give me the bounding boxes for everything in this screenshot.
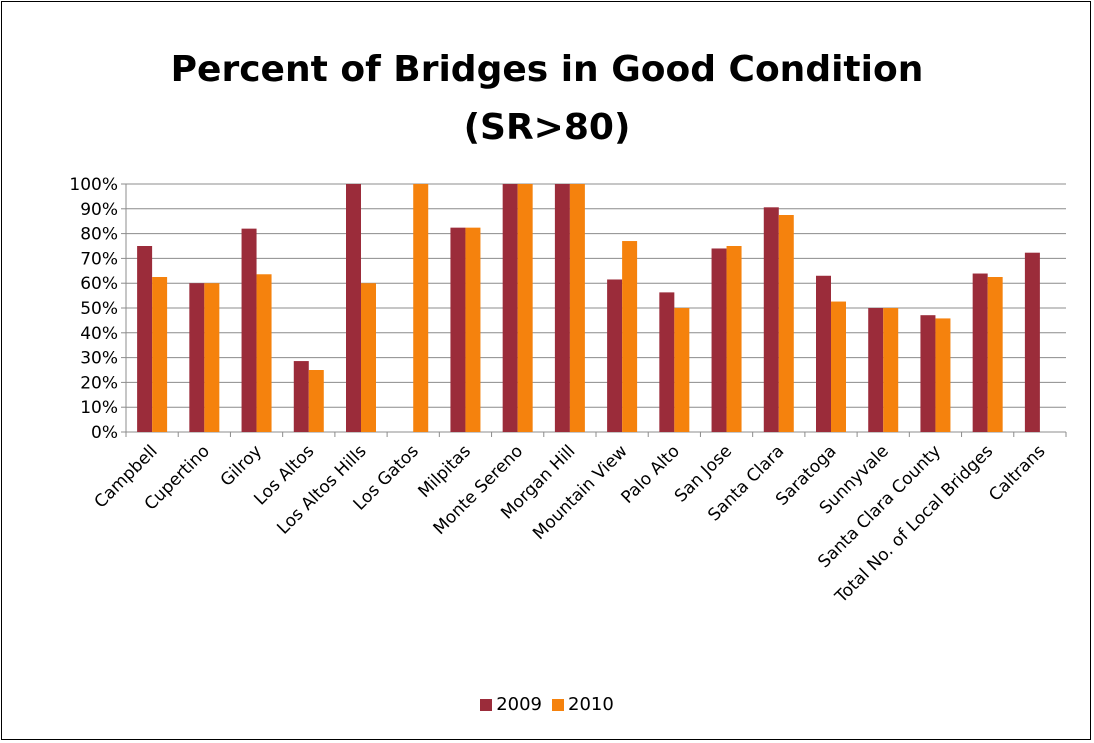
y-tick-label: 40%: [80, 324, 118, 344]
bar-2009-saratoga: [816, 275, 831, 432]
legend-label-2009: 2009: [496, 694, 542, 715]
y-tick-label: 30%: [80, 349, 118, 369]
bar-2010-campbell: [152, 277, 168, 432]
legend-item-2009: 2009: [480, 694, 542, 715]
legend-label-2010: 2010: [568, 694, 614, 715]
y-tick-label: 20%: [80, 373, 118, 393]
bar-2009-caltrans: [1024, 252, 1040, 432]
chart-title-line1: Percent of Bridges in Good Condition: [170, 49, 924, 90]
y-tick-label: 10%: [80, 398, 118, 418]
bar-2009-gilroy: [241, 228, 257, 432]
legend-item-2010: 2010: [552, 694, 614, 715]
bar-2009-morgan-hill: [554, 184, 570, 432]
x-tick-label: Mountain View: [529, 441, 632, 544]
bar-2009-monte-sereno: [502, 184, 518, 432]
bar-2010-los-gatos: [413, 184, 429, 432]
bar-2009-santa-clara-county: [920, 315, 936, 432]
y-tick-label: 70%: [80, 249, 118, 269]
bar-2010-santa-clara-county: [935, 318, 951, 432]
y-tick-label: 90%: [80, 200, 118, 220]
bar-2009-cupertino: [189, 283, 205, 432]
bar-2009-total-no-of-local-bridges: [972, 273, 988, 432]
bar-2010-cupertino: [204, 283, 220, 432]
bar-2010-palo-alto: [674, 308, 690, 432]
y-tick-label: 60%: [80, 274, 118, 294]
bar-2010-santa-clara: [778, 215, 794, 432]
y-tick-label: 80%: [80, 225, 118, 245]
x-tick-label: Gilroy: [217, 441, 266, 490]
chart-legend: 2009 2010: [0, 694, 1094, 715]
x-tick-label: Los Altos Hills: [273, 441, 370, 538]
bar-2009-palo-alto: [659, 292, 675, 432]
bar-2010-gilroy: [256, 274, 272, 432]
bar-2009-campbell: [137, 246, 153, 432]
bar-2010-milpitas: [465, 227, 481, 432]
y-tick-label: 50%: [80, 299, 118, 319]
bar-2010-saratoga: [831, 301, 846, 432]
x-tick-label: Monte Sereno: [430, 441, 527, 538]
bar-2010-mountain-view: [622, 241, 638, 432]
bar-2010-los-altos-hills: [361, 283, 376, 432]
bar-2010-los-altos: [308, 370, 324, 432]
legend-swatch-2009: [480, 698, 493, 711]
bar-2010-morgan-hill: [569, 184, 585, 432]
legend-swatch-2010: [552, 698, 564, 711]
bar-2009-mountain-view: [607, 279, 623, 432]
x-tick-label: Caltrans: [985, 441, 1049, 505]
y-tick-label: 0%: [91, 423, 118, 443]
chart-title-line2: (SR>80): [463, 107, 631, 148]
bar-2010-sunnyvale: [883, 308, 899, 432]
bar-2009-sunnyvale: [868, 308, 884, 432]
bar-2009-san-jose: [711, 248, 727, 432]
bar-2009-santa-clara: [763, 207, 779, 432]
bar-2010-monte-sereno: [517, 184, 533, 432]
bar-2010-san-jose: [726, 246, 742, 432]
bar-2009-milpitas: [450, 227, 466, 432]
bar-2009-los-altos-hills: [346, 184, 361, 432]
bar-2010-total-no-of-local-bridges: [987, 277, 1003, 432]
y-tick-label: 100%: [69, 175, 118, 195]
bar-2009-los-altos: [293, 361, 309, 432]
